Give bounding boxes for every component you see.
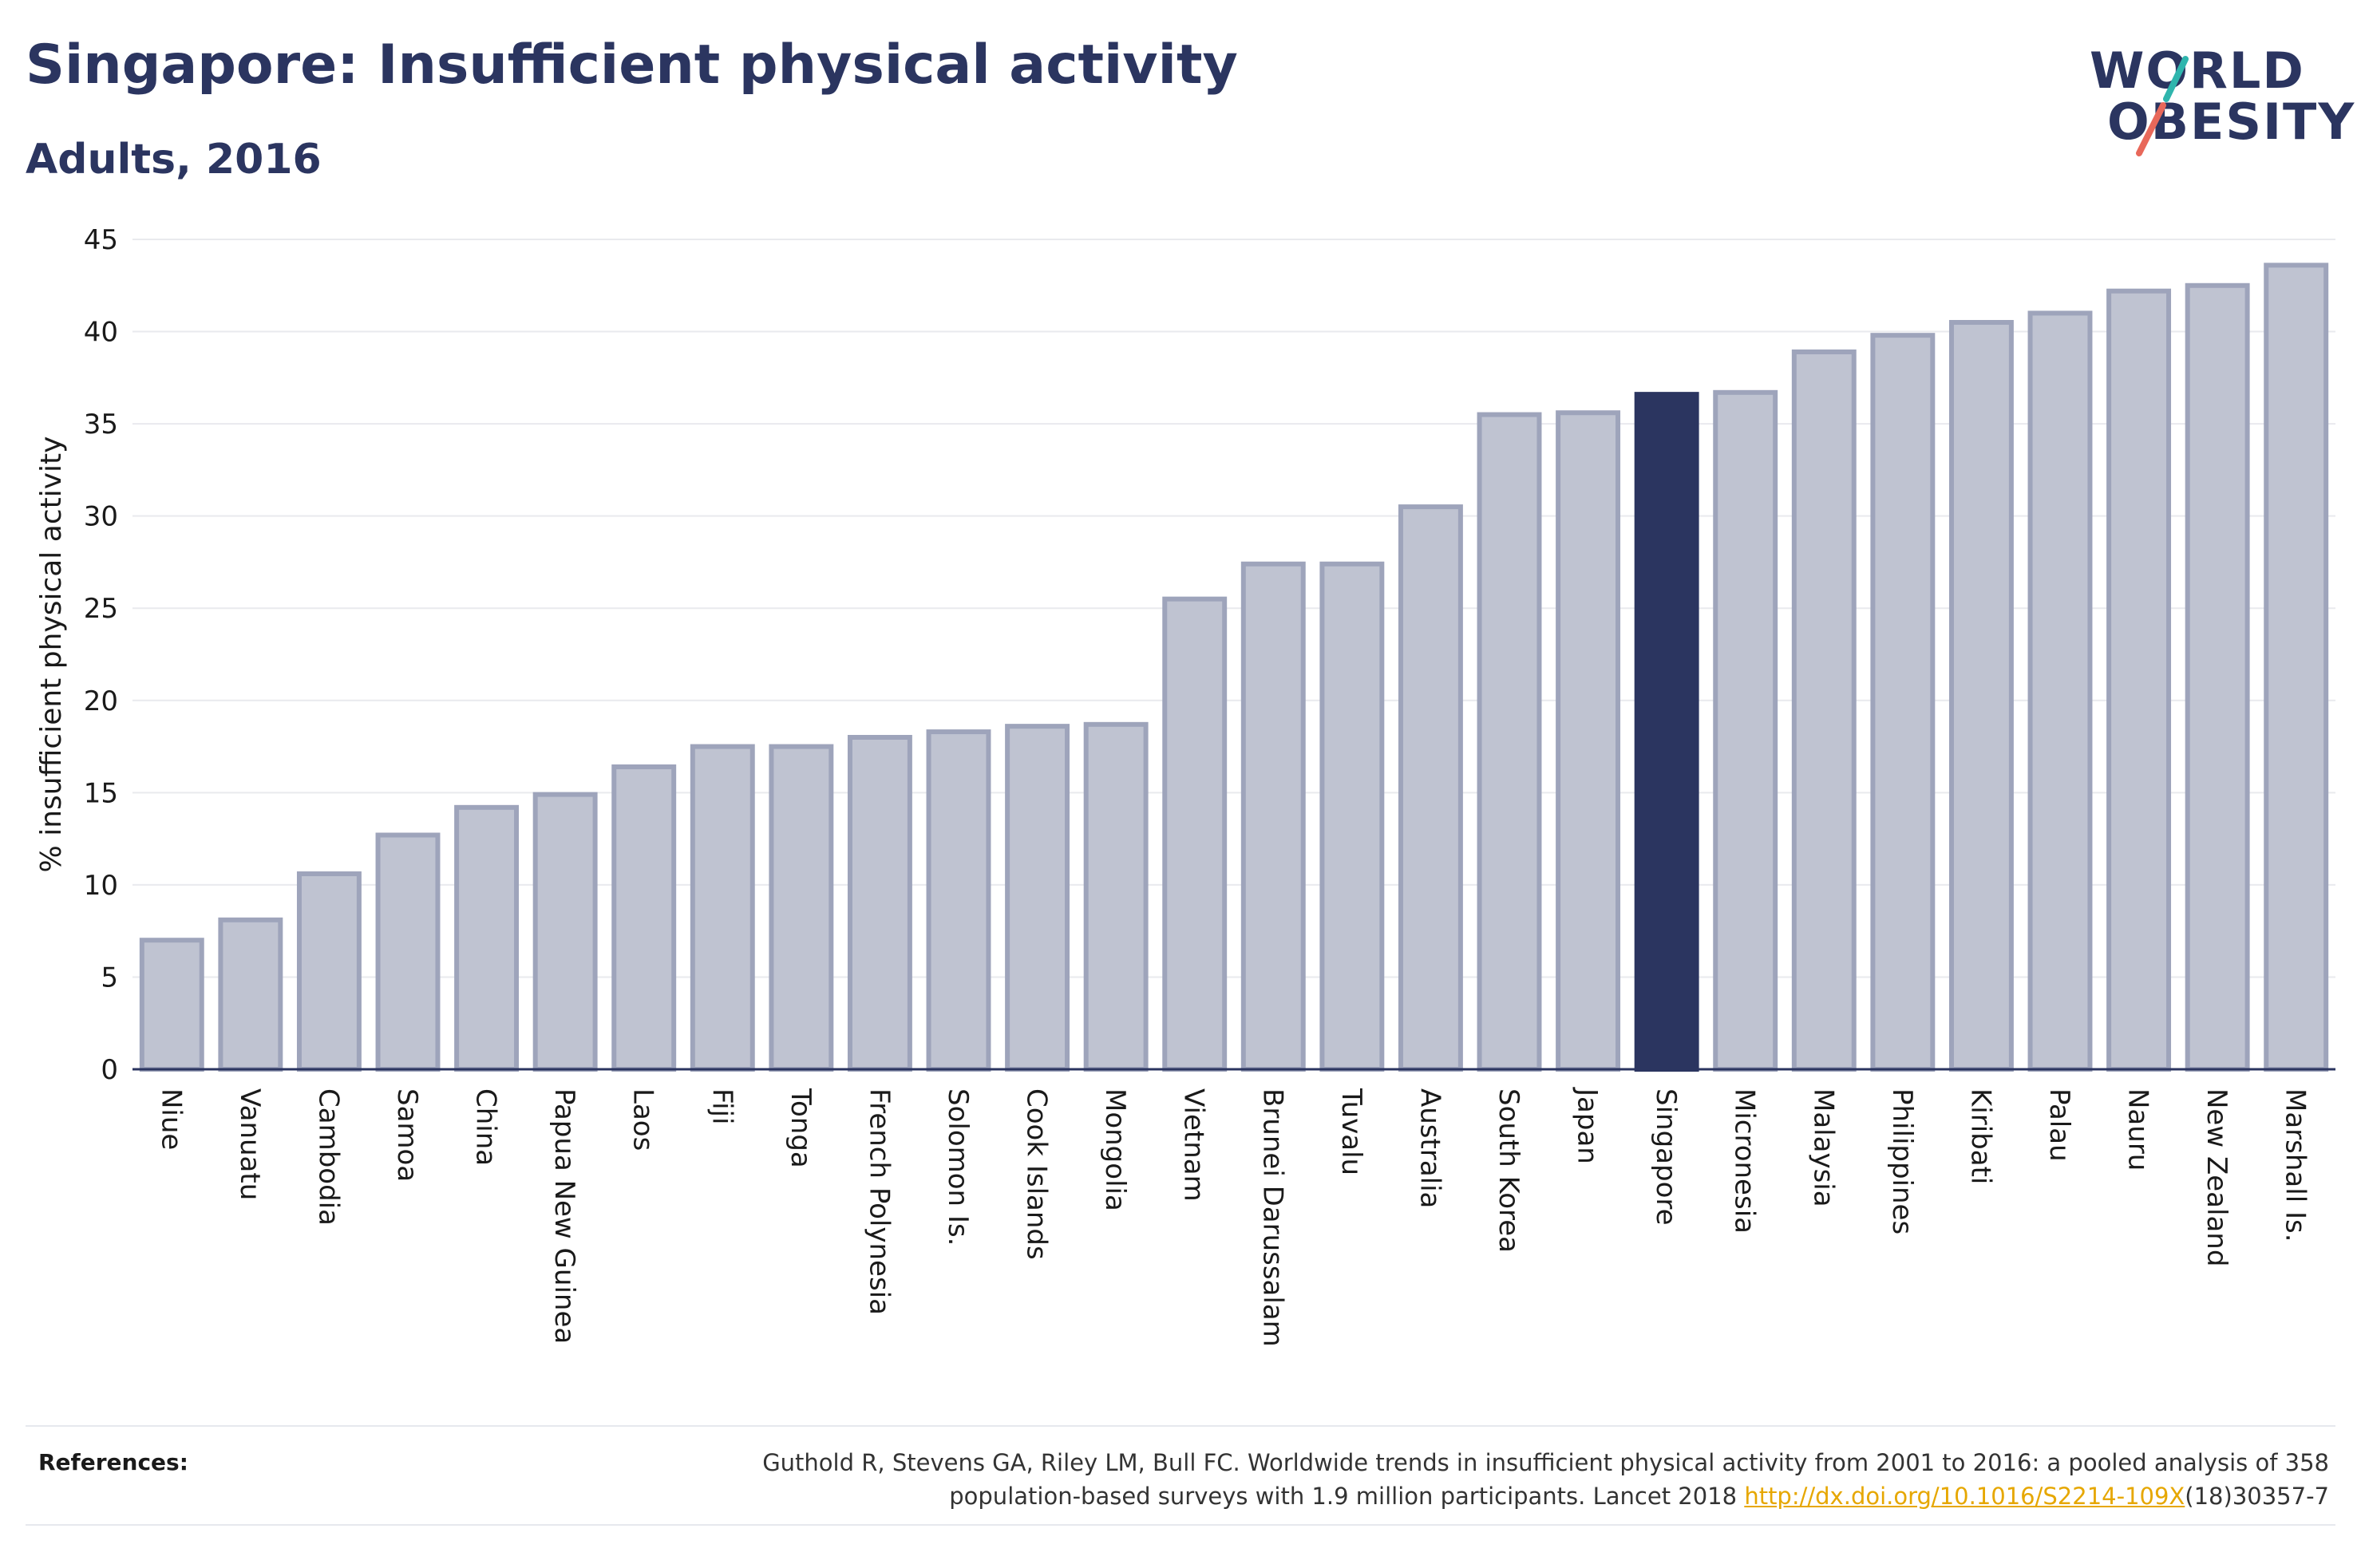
logo-slash-icon: [2136, 56, 2189, 156]
y-axis-title: % insufficient physical activity: [35, 436, 68, 873]
x-tick-label: Australia: [1414, 1088, 1445, 1208]
bar-kiribati: [1948, 320, 2014, 1072]
page-subtitle: Adults, 2016: [26, 136, 322, 184]
bar-palau: [2027, 310, 2093, 1072]
bar-new-zealand: [2185, 282, 2250, 1072]
bar-fiji: [690, 744, 755, 1072]
logo-line-1: WORLD: [2090, 41, 2305, 100]
reference-line-2-start: population-based surveys with 1.9 millio…: [949, 1483, 1745, 1510]
x-tick-label: Samoa: [391, 1088, 423, 1182]
bar-tonga: [769, 744, 834, 1072]
y-tick-label: 30: [84, 501, 118, 533]
y-tick-label: 20: [84, 685, 118, 717]
footer-divider-bottom: [26, 1524, 2335, 1526]
x-tick-label: China: [470, 1088, 502, 1166]
reference-doi-link[interactable]: http://dx.doi.org/10.1016/S2214-109X: [1744, 1483, 2185, 1510]
bar-papua-new-guinea: [532, 792, 598, 1072]
bar-vanuatu: [218, 917, 283, 1072]
bar-chart: 0 5 10 15 20 25 30 35 40 45 % insufficient physica…: [35, 224, 2335, 1347]
y-tick-label: 45: [84, 224, 118, 256]
x-tick-label: Brunei Darussalam: [1256, 1088, 1288, 1347]
x-tick-label: Mongolia: [1099, 1088, 1131, 1211]
x-tick-label: Micronesia: [1729, 1088, 1761, 1234]
x-tick-label: Niue: [155, 1088, 187, 1150]
x-tick-label: Singapore: [1650, 1088, 1682, 1226]
page-title: Singapore: Insufficient physical activit…: [26, 34, 1238, 97]
reference-line-2-end: (18)30357-7: [2185, 1483, 2329, 1510]
x-tick-label: Papua New Guinea: [548, 1088, 580, 1344]
bar-singapore: [1634, 392, 1699, 1072]
x-tick-label: Tonga: [785, 1088, 817, 1168]
x-tick-label: Laos: [627, 1088, 659, 1151]
x-tick-label: Japan: [1572, 1087, 1604, 1164]
bar-micronesia: [1713, 389, 1778, 1072]
x-tick-label: Philippines: [1886, 1088, 1918, 1234]
bar-tuvalu: [1319, 561, 1385, 1072]
bar-philippines: [1870, 333, 1936, 1072]
bar-brunei-darussalam: [1240, 561, 1306, 1072]
x-tick-label: New Zealand: [2201, 1088, 2232, 1266]
bar-marshall-is-: [2264, 263, 2329, 1072]
x-tick-label: Malaysia: [1807, 1088, 1839, 1207]
bar-french-polynesia: [847, 735, 912, 1072]
x-tick-label: Cambodia: [312, 1088, 344, 1226]
y-tick-label: 0: [101, 1054, 118, 1086]
y-tick-label: 25: [84, 593, 118, 625]
y-tick-label: 15: [84, 777, 118, 809]
bar-china: [454, 804, 520, 1072]
x-tick-label: Marshall Is.: [2280, 1088, 2312, 1242]
footer-divider-top: [26, 1425, 2335, 1427]
x-tick-label: Solomon Is.: [942, 1088, 974, 1246]
bar-niue: [139, 938, 204, 1072]
bar-japan: [1556, 410, 1621, 1072]
bar-mongolia: [1083, 721, 1149, 1072]
bar-cook-islands: [1005, 724, 1070, 1072]
references-label: References:: [38, 1449, 188, 1475]
y-tick-label: 5: [101, 962, 118, 993]
bar-nauru: [2106, 288, 2172, 1072]
x-tick-label: Vanuatu: [234, 1088, 266, 1200]
bar-australia: [1398, 504, 1463, 1072]
bar-laos: [611, 764, 677, 1072]
y-tick-label: 40: [84, 317, 118, 349]
reference-line-1: Guthold R, Stevens GA, Riley LM, Bull FC…: [762, 1449, 2329, 1476]
references-text: Guthold R, Stevens GA, Riley LM, Bull FC…: [493, 1446, 2329, 1513]
world-obesity-logo: WORLD OBESITY: [2083, 35, 2354, 171]
x-tick-label: Kiribati: [1964, 1088, 1996, 1184]
x-tick-label: South Korea: [1493, 1088, 1525, 1253]
x-tick-label: Nauru: [2122, 1088, 2154, 1171]
x-tick-label: Tuvalu: [1335, 1088, 1367, 1175]
x-tick-label: Fiji: [706, 1088, 738, 1124]
x-tick-label: Vietnam: [1178, 1088, 1210, 1202]
bar-samoa: [375, 832, 441, 1072]
x-tick-label: French Polynesia: [863, 1088, 895, 1315]
bar-malaysia: [1791, 349, 1857, 1072]
y-tick-label: 10: [84, 870, 118, 902]
bar-south-korea: [1477, 412, 1542, 1072]
bar-cambodia: [296, 871, 362, 1072]
y-tick-label: 35: [84, 409, 118, 440]
x-tick-label: Cook Islands: [1021, 1088, 1053, 1260]
bar-solomon-is-: [926, 729, 991, 1072]
reference-line-2: population-based surveys with 1.9 millio…: [493, 1479, 2329, 1513]
x-tick-label: Palau: [2043, 1088, 2075, 1162]
bar-vietnam: [1162, 596, 1228, 1072]
